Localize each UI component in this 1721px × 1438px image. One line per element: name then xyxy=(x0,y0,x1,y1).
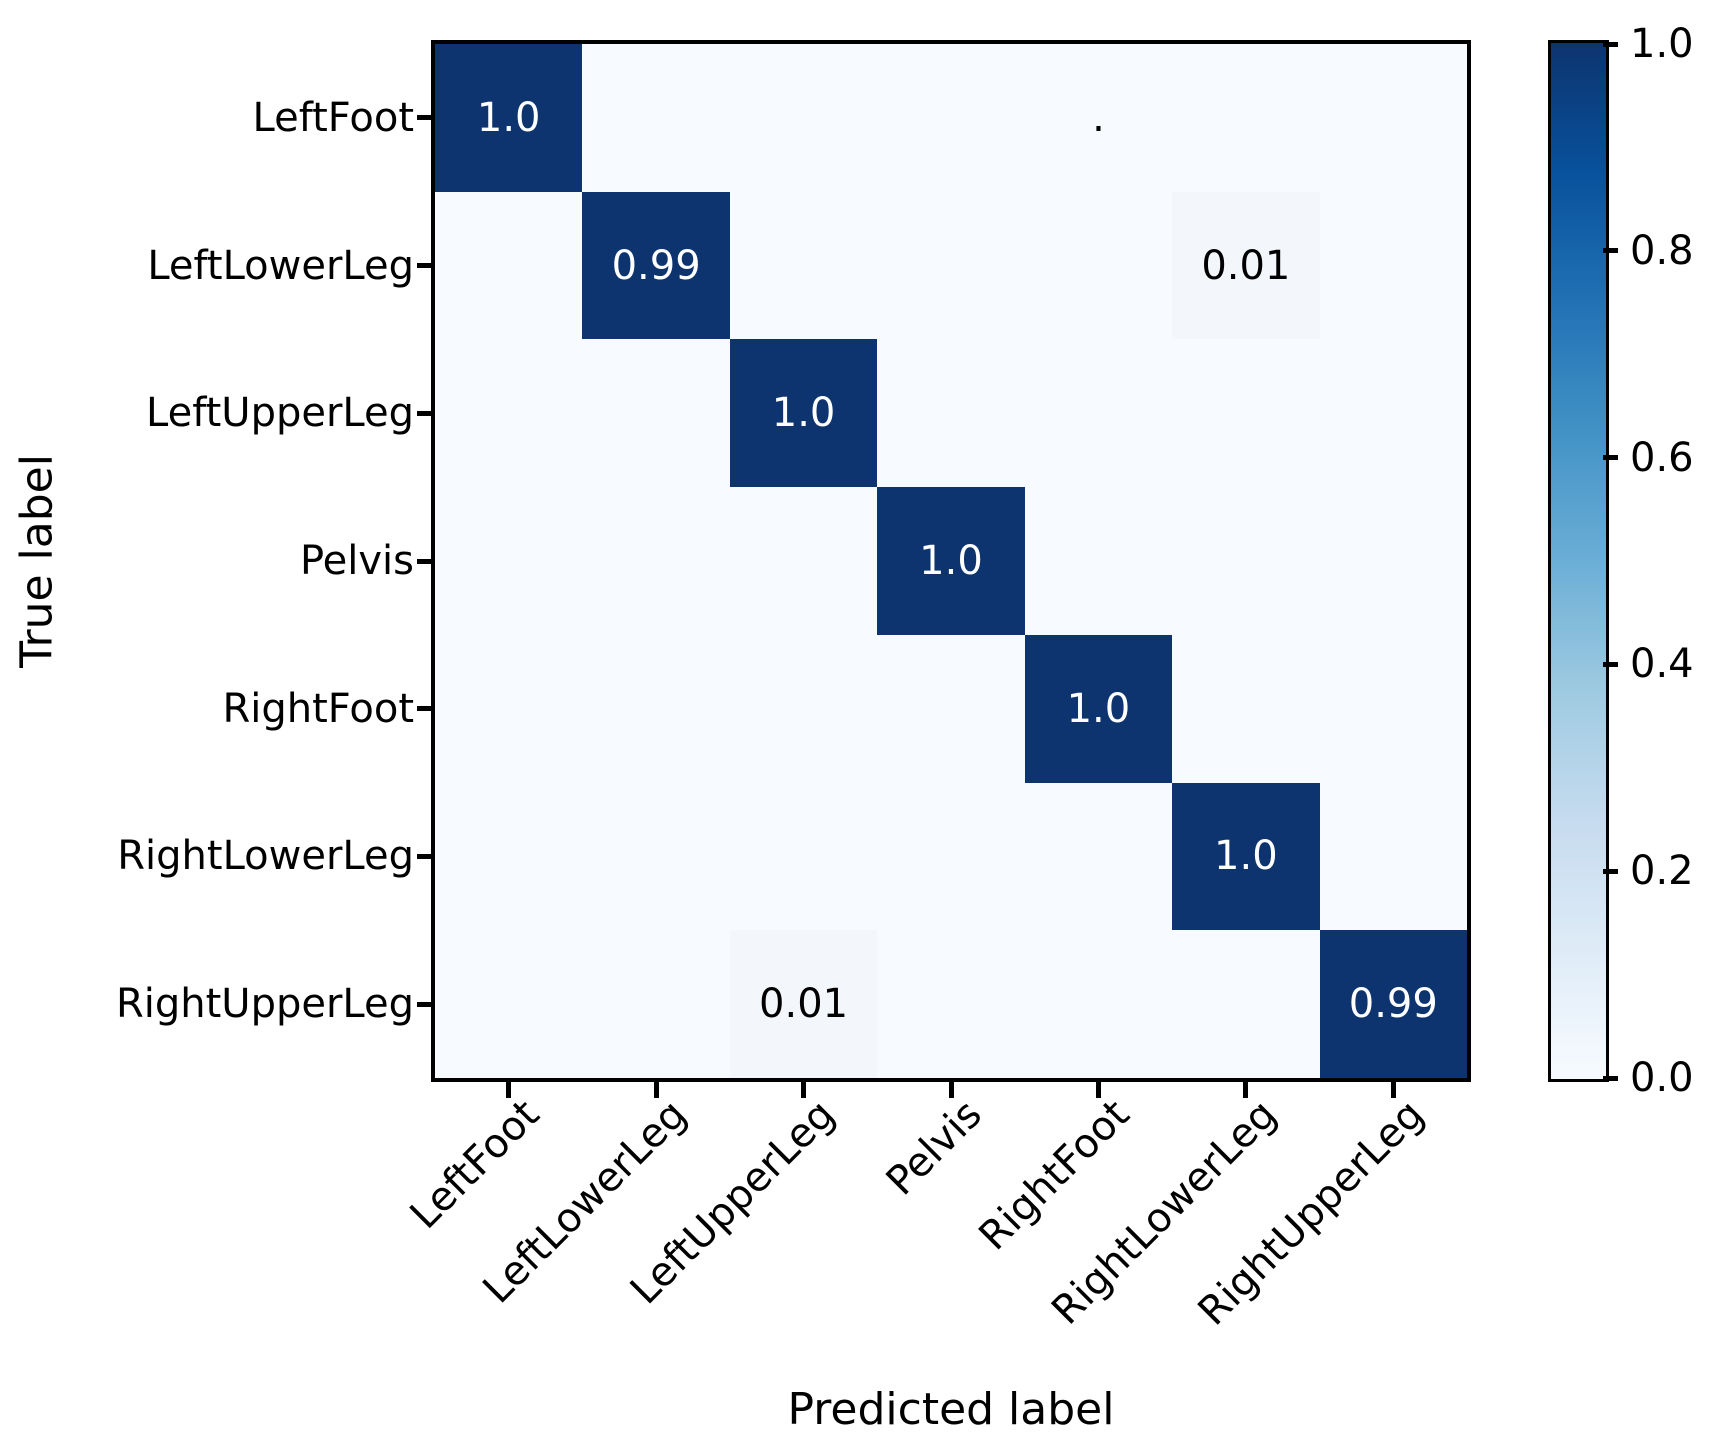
heatmap-cell: 1.0 xyxy=(435,44,583,192)
y-tick-mark xyxy=(417,1001,432,1007)
heatmap-cell xyxy=(877,634,1025,783)
colorbar-tick-mark xyxy=(1603,41,1618,47)
heatmap-cell: 1.0 xyxy=(729,339,878,488)
heatmap-cell xyxy=(1172,930,1320,1078)
heatmap-cell xyxy=(582,487,730,635)
colorbar-tick-label: 0.6 xyxy=(1630,434,1694,481)
x-tick-mark xyxy=(801,1082,807,1098)
heatmap-cell xyxy=(877,339,1025,488)
cell-value-label: 0.01 xyxy=(759,981,849,1028)
heatmap-cell xyxy=(1024,191,1173,340)
x-tick-mark xyxy=(1095,1082,1101,1098)
confusion-matrix-plot: 1.0. 0.99 0.01 1.0 1.0 1.0 1.0 0.01 0.99 xyxy=(431,40,1471,1082)
y-tick-label: LeftFoot xyxy=(252,94,414,141)
heatmap-cell xyxy=(435,339,583,488)
heatmap-cell xyxy=(1172,339,1320,488)
heatmap-cell xyxy=(729,191,878,340)
colorbar-tick-label: 0.4 xyxy=(1630,641,1694,688)
colorbar-tick-mark xyxy=(1603,868,1618,874)
y-tick-label: RightLowerLeg xyxy=(117,833,414,880)
heatmap-cell xyxy=(582,634,730,783)
heatmap-cell xyxy=(1172,634,1320,783)
heatmap-cell xyxy=(729,44,878,192)
colorbar-tick-mark xyxy=(1603,661,1618,667)
heatmap-cell: 0.01 xyxy=(729,930,878,1078)
cell-value-label: 1.0 xyxy=(771,390,836,437)
cell-value-label: 0.01 xyxy=(1201,242,1291,289)
x-tick-label: LeftFoot xyxy=(401,1091,549,1238)
heatmap-cell xyxy=(1319,634,1467,783)
x-tick-mark xyxy=(948,1082,954,1098)
heatmap-cell: 0.99 xyxy=(1319,930,1467,1078)
y-tick-mark xyxy=(417,263,432,269)
y-tick-mark xyxy=(417,115,432,121)
heatmap-cell: 1.0 xyxy=(877,487,1025,635)
colorbar-tick-label: 0.0 xyxy=(1630,1055,1694,1101)
heatmap-cell xyxy=(729,634,878,783)
colorbar-tick-label: 0.8 xyxy=(1630,227,1694,274)
cell-value-label: . xyxy=(1092,94,1105,141)
heatmap-cell: 1.0 xyxy=(1024,634,1173,783)
heatmap-cell xyxy=(877,44,1025,192)
heatmap-cell xyxy=(729,487,878,635)
heatmap-cell xyxy=(877,191,1025,340)
y-tick-mark xyxy=(417,706,432,712)
heatmap-cell xyxy=(1172,44,1320,192)
colorbar-tick-label: 1.0 xyxy=(1630,21,1694,67)
y-tick-mark xyxy=(417,558,432,564)
cell-value-label: 1.0 xyxy=(1066,685,1131,732)
y-tick-label: RightFoot xyxy=(222,685,414,732)
heatmap-cell xyxy=(1319,487,1467,635)
y-tick-label: LeftLowerLeg xyxy=(147,242,414,289)
heatmap-cell xyxy=(1172,487,1320,635)
x-tick-mark xyxy=(506,1082,512,1098)
x-axis-title: Predicted label xyxy=(787,1384,1115,1435)
cell-value-label: 1.0 xyxy=(476,94,541,141)
x-tick-label: Pelvis xyxy=(877,1091,991,1205)
colorbar-tick-mark xyxy=(1603,248,1618,254)
heatmap-grid: 1.0. 0.99 0.01 1.0 1.0 1.0 1.0 0.01 0.99 xyxy=(435,44,1467,1078)
heatmap-cell xyxy=(582,44,730,192)
cell-value-label: 0.99 xyxy=(1348,981,1438,1028)
heatmap-cell xyxy=(877,930,1025,1078)
colorbar-tick-mark xyxy=(1603,455,1618,461)
y-tick-label: Pelvis xyxy=(299,538,414,584)
colorbar-tick-label: 0.2 xyxy=(1630,848,1694,895)
colorbar xyxy=(1548,40,1609,1082)
y-tick-mark xyxy=(417,410,432,416)
x-tick-mark xyxy=(1243,1082,1249,1098)
heatmap-cell xyxy=(1319,339,1467,488)
heatmap-cell xyxy=(1319,191,1467,340)
cell-value-label: 0.99 xyxy=(611,242,701,289)
heatmap-cell xyxy=(1319,782,1467,931)
heatmap-cell xyxy=(435,634,583,783)
heatmap-cell: . xyxy=(1024,44,1173,192)
heatmap-cell xyxy=(1024,339,1173,488)
heatmap-cell: 0.99 xyxy=(582,191,730,340)
heatmap-cell xyxy=(1319,44,1467,192)
colorbar-tick-mark xyxy=(1603,1075,1618,1081)
heatmap-cell xyxy=(1024,930,1173,1078)
y-tick-mark xyxy=(417,853,432,859)
heatmap-cell xyxy=(435,191,583,340)
heatmap-cell: 0.01 xyxy=(1172,191,1320,340)
x-tick-mark xyxy=(653,1082,659,1098)
y-axis-title: True label xyxy=(11,454,63,668)
y-tick-label: RightUpperLeg xyxy=(115,981,414,1028)
heatmap-cell xyxy=(582,930,730,1078)
heatmap-cell xyxy=(435,930,583,1078)
heatmap-cell xyxy=(729,782,878,931)
y-tick-label: LeftUpperLeg xyxy=(146,390,414,437)
heatmap-cell xyxy=(435,487,583,635)
heatmap-cell xyxy=(877,782,1025,931)
heatmap-cell xyxy=(582,339,730,488)
heatmap-cell xyxy=(1024,487,1173,635)
heatmap-cell: 1.0 xyxy=(1172,782,1320,931)
cell-value-label: 1.0 xyxy=(1214,833,1278,880)
heatmap-cell xyxy=(435,782,583,931)
x-tick-mark xyxy=(1390,1082,1396,1098)
cell-value-label: 1.0 xyxy=(919,537,983,584)
heatmap-cell xyxy=(1024,782,1173,931)
heatmap-cell xyxy=(582,782,730,931)
